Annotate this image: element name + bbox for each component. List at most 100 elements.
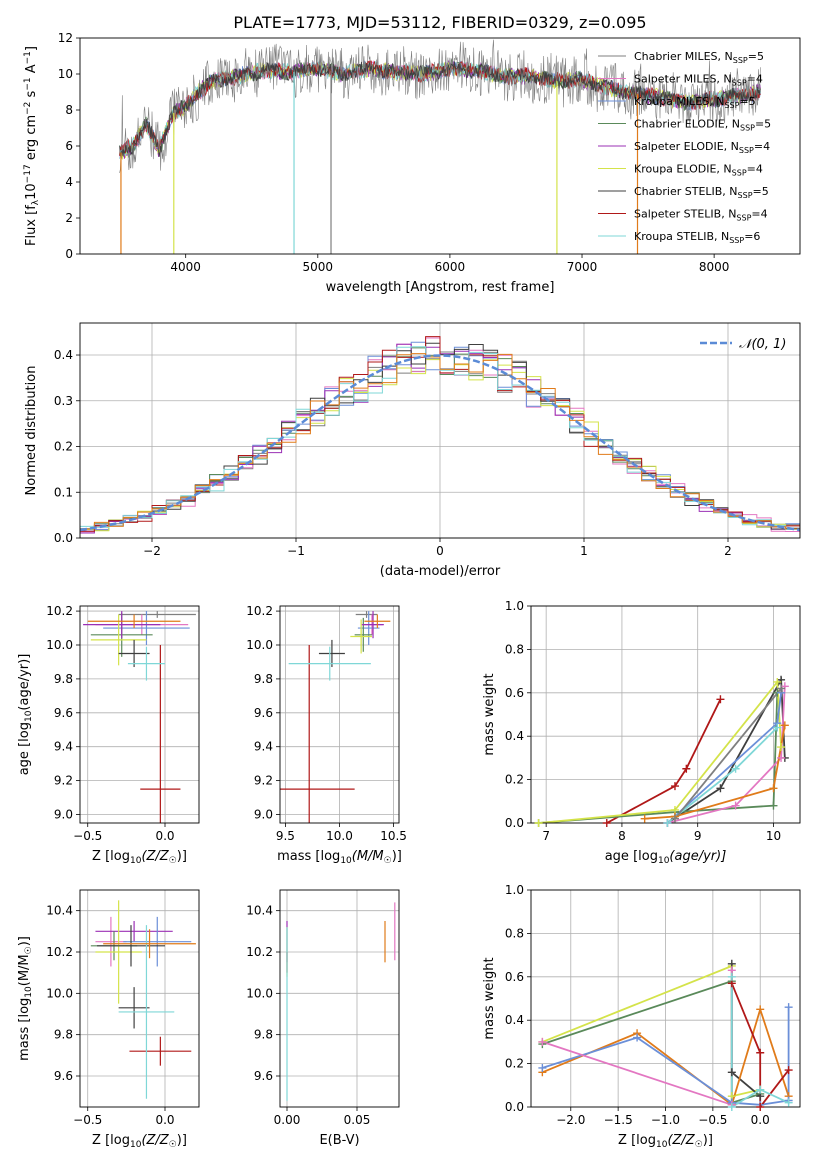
x-tick-label: 10.0 — [326, 829, 353, 843]
weight-marker — [538, 1037, 547, 1046]
weight-marker — [773, 677, 782, 686]
y-tick-label: 9.4 — [254, 740, 273, 754]
panel-mass-weight-age: 7 8 9 10 0.0 0.2 0.4 0.6 0.8 1.0 age [log10(age/yr… — [482, 599, 801, 866]
x-tick-label: 6000 — [435, 260, 466, 274]
errorbar-point-3 — [354, 617, 372, 652]
y-tick-label: 9.6 — [54, 1069, 73, 1083]
x-tick-label: 2 — [724, 544, 732, 558]
x-tick-label: −0.5 — [698, 1113, 727, 1127]
panels: 4000 5000 6000 7000 8000024681012wavelength … — [17, 31, 801, 1150]
weight-marker — [784, 1098, 793, 1107]
y-tick-label: 0.8 — [505, 926, 524, 940]
x-tick-label: 4000 — [170, 260, 201, 274]
weight-marker — [538, 1063, 547, 1072]
y-tick-label: 0.6 — [505, 686, 524, 700]
y-tick-label: 8 — [65, 103, 73, 117]
weight-marker — [784, 1003, 793, 1012]
x-tick-label: −2 — [143, 544, 161, 558]
axes-frame — [279, 889, 400, 1108]
y-tick-label: 9.8 — [254, 672, 273, 686]
weight-series-2 — [538, 692, 779, 823]
weight-marker — [756, 1005, 765, 1014]
weight-marker — [773, 723, 782, 732]
y-tick-label: 4 — [65, 175, 73, 189]
y-tick-label: 10.0 — [46, 986, 73, 1000]
y-tick-label: 10.2 — [46, 945, 73, 959]
y-tick-label: 2 — [65, 211, 73, 225]
y-tick-label: 9.6 — [254, 706, 273, 720]
weight-marker — [769, 801, 778, 810]
x-axis-label: Z [log10(Z/Z☉)] — [92, 849, 187, 866]
x-tick-label: 0.0 — [155, 1113, 174, 1127]
weight-marker — [727, 972, 736, 981]
axes-frame — [530, 889, 801, 1108]
y-tick-label: 9.0 — [54, 808, 73, 822]
panel-age-z: −0.5 0.0 9.0 9.2 9.4 9.6 9.8 10.0 10.2 Z [log10(Z… — [17, 604, 200, 866]
weight-series-0 — [542, 964, 761, 1098]
errorbar-point-6 — [318, 639, 345, 668]
y-tick-label: 0.3 — [54, 394, 73, 408]
errorbar-point-4 — [83, 611, 161, 639]
panel-mass-z: −0.5 0.0 9.6 9.8 10.0 10.2 10.4 Z [log10(Z/Z☉)]… — [17, 889, 200, 1150]
figure-title: PLATE=1773, MJD=53112, FIBERID=0329, z=0… — [233, 13, 646, 32]
normal-legend-label: 𝒩(0, 1) — [739, 337, 786, 352]
y-axis-label: age [log10(age/yr)] — [17, 654, 34, 776]
errorbar-point-9 — [87, 614, 181, 629]
x-tick-label: 0.00 — [274, 1113, 301, 1127]
weight-marker — [716, 784, 725, 793]
x-tick-label: 0.0 — [751, 1113, 770, 1127]
axes-frame — [79, 322, 801, 539]
weight-marker — [534, 819, 543, 827]
errorbar-point-8 — [118, 925, 175, 1099]
x-tick-label: −1.5 — [604, 1113, 633, 1127]
y-tick-label: 0.1 — [54, 485, 73, 499]
weight-marker — [716, 695, 725, 704]
errorbar-point-8 — [288, 646, 371, 681]
x-tick-label: 7 — [542, 829, 550, 843]
x-tick-label: 9 — [694, 829, 702, 843]
weight-marker — [756, 1103, 765, 1111]
legend-label-1: Salpeter MILES, NSSP=4 — [634, 73, 763, 88]
errorbar-point-7 — [140, 644, 181, 823]
weight-series-6 — [730, 982, 790, 1107]
x-tick-label: 7000 — [567, 260, 598, 274]
x-tick-label: 0.05 — [344, 1113, 371, 1127]
y-tick-label: 9.2 — [54, 774, 73, 788]
weight-marker — [640, 814, 649, 823]
y-tick-label: 0.2 — [54, 440, 73, 454]
weight-marker — [756, 1048, 765, 1057]
legend-label-6: Chabrier STELIB, NSSP=5 — [634, 185, 769, 200]
y-tick-label: 10.4 — [46, 904, 73, 918]
errorbar-point-9 — [103, 929, 196, 959]
y-tick-label: 10.2 — [46, 604, 73, 618]
panel-spectrum: 4000 5000 6000 7000 8000 0 2 4 6 8 10 12 wavelength … — [23, 31, 801, 295]
weight-marker — [633, 1033, 642, 1042]
weight-series-1 — [542, 979, 761, 1104]
weight-marker — [756, 1085, 765, 1094]
errorbar-point-4 — [362, 611, 384, 639]
y-tick-label: 6 — [65, 139, 73, 153]
errorbar-point-6 — [118, 639, 150, 668]
x-tick-label: 9.5 — [276, 829, 295, 843]
panel-mass-weight-z: −2.0 −1.5 −1.0 −0.5 0.0 0.0 0.2 0.4 0.6 0.8 1.0 Z [… — [482, 883, 801, 1150]
x-axis-label: Z [log10(Z/Z☉)] — [618, 1133, 713, 1150]
y-tick-label: 0.0 — [505, 1100, 524, 1114]
y-tick-label: 0.2 — [505, 1057, 524, 1071]
y-axis-label: mass [log10(M/M☉)] — [17, 936, 34, 1061]
y-tick-label: 10.2 — [246, 945, 273, 959]
weight-marker — [670, 782, 679, 791]
y-tick-label: 0 — [65, 247, 73, 261]
x-tick-label: 8000 — [699, 260, 730, 274]
weight-marker — [602, 819, 611, 827]
weight-marker — [769, 784, 778, 793]
x-tick-label: 8 — [618, 829, 626, 843]
plot-area — [280, 611, 391, 823]
weight-marker — [727, 1068, 736, 1077]
errorbar-point-1 — [95, 921, 173, 942]
y-tick-label: 9.4 — [54, 740, 73, 754]
legend-label-8: Kroupa STELIB, NSSP=6 — [634, 230, 760, 245]
axes-frame — [79, 37, 801, 255]
x-tick-label: −0.5 — [73, 1113, 102, 1127]
weight-marker — [727, 1103, 736, 1111]
y-axis-label: mass weight — [482, 957, 497, 1039]
